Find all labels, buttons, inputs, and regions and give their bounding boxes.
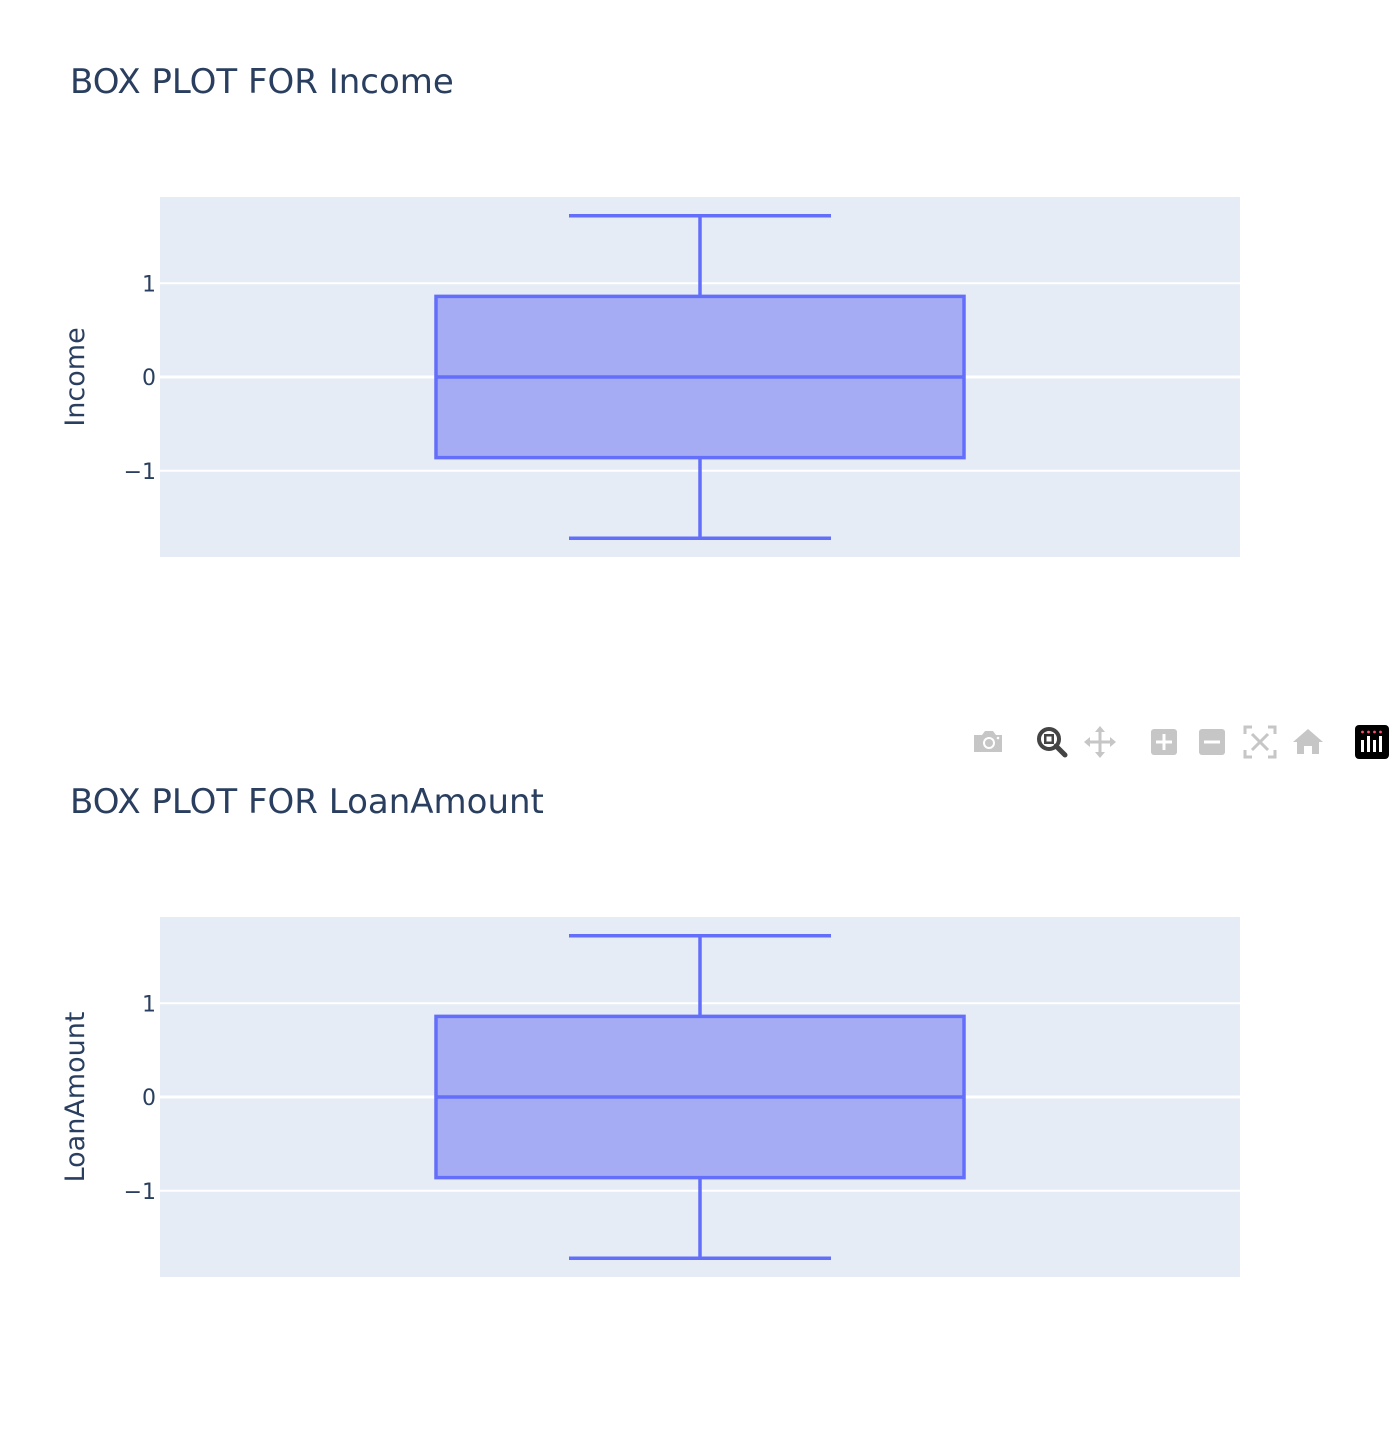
loan-amount-box-plot: 1 0 −1 LoanAmount (60, 917, 1240, 1277)
zoom-out-icon (1199, 729, 1225, 755)
loan-amount-chart-panel: BOX PLOT FOR LoanAmount 1 0 −1 LoanAmount (0, 720, 1394, 1440)
chart-title: BOX PLOT FOR Income (70, 62, 454, 102)
income-box-plot: 1 0 −1 Income (60, 197, 1240, 557)
box-trace[interactable] (434, 934, 966, 1260)
y-tick-label: 1 (142, 272, 156, 297)
y-tick-labels: 1 0 −1 (124, 992, 156, 1205)
y-tick-label: −1 (124, 460, 156, 485)
y-tick-label: 1 (142, 992, 156, 1017)
pan-button[interactable] (1080, 722, 1120, 762)
download-plot-button[interactable] (968, 722, 1008, 762)
pan-icon (1084, 726, 1116, 758)
modebar (966, 722, 1394, 762)
zoom-in-icon (1151, 729, 1177, 755)
autoscale-icon (1243, 725, 1277, 759)
y-axis-label: LoanAmount (60, 1012, 91, 1183)
y-tick-label: 0 (142, 1086, 156, 1111)
y-tick-label: −1 (124, 1180, 156, 1205)
reset-axes-button[interactable] (1288, 722, 1328, 762)
autoscale-button[interactable] (1240, 722, 1280, 762)
camera-icon (974, 731, 1002, 752)
income-chart-panel: BOX PLOT FOR Income 1 0 −1 Income (60, 62, 1240, 557)
y-tick-labels: 1 0 −1 (124, 272, 156, 485)
zoom-button[interactable] (1032, 722, 1072, 762)
zoom-out-button[interactable] (1192, 722, 1232, 762)
chart-title: BOX PLOT FOR LoanAmount (70, 782, 544, 822)
plotly-logo-button[interactable] (1352, 722, 1392, 762)
plotly-logo-icon (1355, 725, 1389, 759)
box-trace[interactable] (434, 214, 966, 540)
zoom-in-button[interactable] (1144, 722, 1184, 762)
y-tick-label: 0 (142, 366, 156, 391)
y-axis-label: Income (60, 327, 91, 426)
zoom-icon (1037, 727, 1068, 758)
home-icon (1293, 729, 1323, 754)
